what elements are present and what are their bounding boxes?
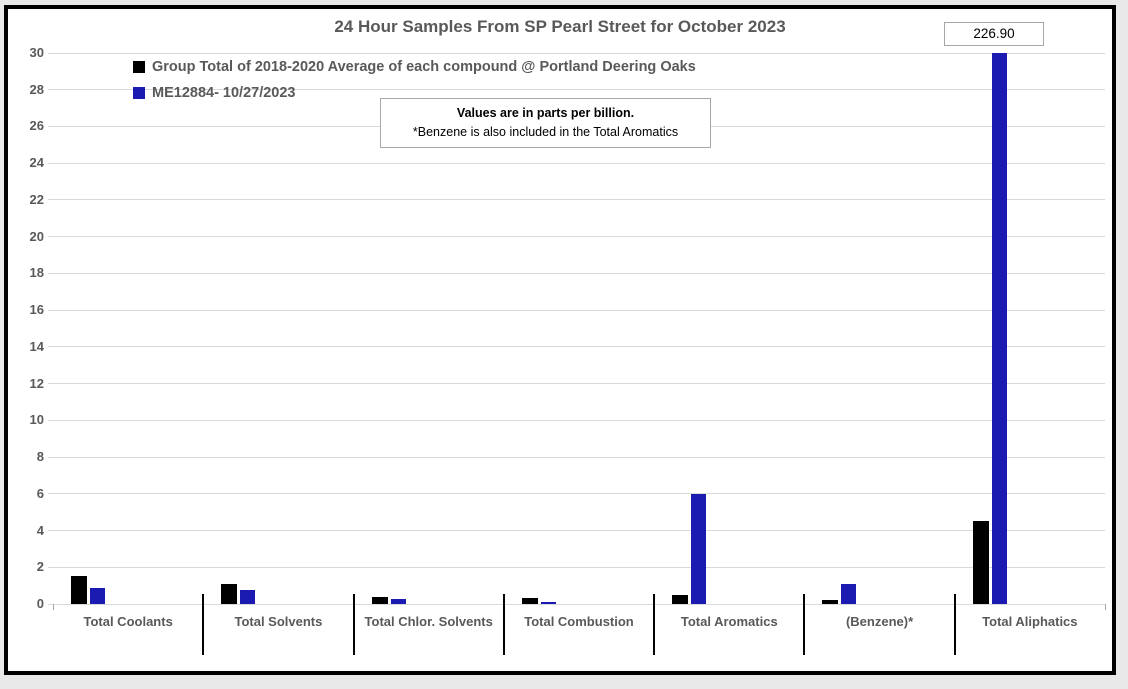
legend-swatch-blue bbox=[133, 87, 145, 99]
units-note-box: Values are in parts per billion. *Benzen… bbox=[380, 98, 711, 148]
gridline bbox=[48, 89, 1105, 91]
axis-end-tick bbox=[1105, 604, 1106, 610]
y-axis-tick-label: 6 bbox=[36, 485, 44, 501]
gridline bbox=[48, 419, 1105, 421]
bar-average-5 bbox=[822, 600, 839, 604]
units-note-line2: *Benzene is also included in the Total A… bbox=[412, 125, 679, 139]
x-axis-label: Total Aliphatics bbox=[982, 614, 1078, 629]
gridline bbox=[48, 52, 1105, 54]
legend: Group Total of 2018-2020 Average of each… bbox=[133, 59, 696, 111]
gridline bbox=[48, 199, 1105, 201]
bar-average-4 bbox=[672, 594, 689, 604]
y-axis-tick-label: 22 bbox=[29, 191, 44, 207]
bar-average-1 bbox=[221, 583, 238, 604]
y-axis-tick-label: 28 bbox=[29, 81, 44, 97]
category-separator bbox=[352, 594, 355, 655]
y-axis-tick-label: 0 bbox=[36, 596, 44, 611]
category-separator bbox=[953, 594, 956, 655]
bar-sample-4 bbox=[691, 493, 707, 604]
x-axis-label: Total Chlor. Solvents bbox=[364, 614, 493, 629]
legend-label-sample: ME12884- 10/27/2023 bbox=[152, 85, 296, 101]
y-axis-tick-label: 8 bbox=[36, 449, 44, 465]
gridline bbox=[48, 566, 1105, 568]
gridline bbox=[48, 236, 1105, 238]
bar-average-6 bbox=[972, 521, 989, 604]
gridline bbox=[48, 493, 1105, 495]
category-separator bbox=[502, 594, 505, 655]
y-axis-tick-label: 30 bbox=[29, 45, 44, 60]
y-axis-tick-label: 26 bbox=[29, 118, 44, 134]
gridline bbox=[48, 456, 1105, 458]
bar-average-0 bbox=[71, 576, 87, 604]
y-axis-tick-label: 2 bbox=[36, 559, 44, 575]
x-axis-label: Total Combustion bbox=[524, 614, 634, 629]
bar-sample-2 bbox=[390, 599, 406, 604]
chart-title: 24 Hour Samples From SP Pearl Street for… bbox=[334, 17, 786, 36]
y-axis-tick-label: 10 bbox=[29, 412, 44, 428]
clipped-value-callout: 226.90 bbox=[944, 22, 1044, 46]
category-separator bbox=[653, 594, 656, 655]
gridline bbox=[48, 162, 1105, 164]
bar-sample-0 bbox=[90, 588, 105, 604]
bar-sample-6 bbox=[991, 53, 1007, 604]
category-separator bbox=[202, 594, 205, 655]
x-axis-label: Total Aromatics bbox=[680, 614, 778, 629]
legend-item-sample: ME12884- 10/27/2023 bbox=[133, 85, 696, 105]
gridline bbox=[48, 383, 1105, 385]
y-axis-tick-label: 16 bbox=[29, 302, 44, 318]
y-axis-tick-label: 14 bbox=[29, 338, 44, 354]
y-axis-tick-label: 24 bbox=[29, 155, 44, 171]
gridline bbox=[48, 272, 1105, 274]
x-axis-label: Total Solvents bbox=[234, 614, 323, 629]
gridline bbox=[48, 309, 1105, 311]
axis-end-tick bbox=[53, 604, 54, 610]
y-axis-tick-label: 20 bbox=[29, 228, 44, 244]
y-axis-tick-label: 12 bbox=[29, 375, 44, 391]
bar-sample-1 bbox=[240, 590, 256, 604]
x-axis-label: Total Coolants bbox=[83, 614, 173, 629]
bar-average-2 bbox=[371, 596, 388, 604]
y-axis-tick-label: 4 bbox=[36, 522, 44, 538]
units-note-line1: Values are in parts per billion. bbox=[456, 106, 635, 121]
chart-area[interactable]: 24 Hour Samples From SP Pearl Street for… bbox=[4, 5, 1116, 675]
bar-sample-5 bbox=[841, 583, 857, 604]
gridline bbox=[48, 530, 1105, 532]
legend-label-average: Group Total of 2018-2020 Average of each… bbox=[152, 59, 696, 75]
x-axis-line bbox=[48, 603, 1105, 605]
x-axis-label: (Benzene)* bbox=[845, 614, 914, 629]
chart-inner: 24 Hour Samples From SP Pearl Street for… bbox=[8, 9, 1112, 671]
bar-sample-3 bbox=[540, 602, 556, 604]
legend-item-average: Group Total of 2018-2020 Average of each… bbox=[133, 59, 696, 79]
y-axis-tick-label: 18 bbox=[29, 265, 44, 281]
gridline bbox=[48, 346, 1105, 348]
legend-swatch-black bbox=[133, 61, 145, 73]
category-separator bbox=[803, 594, 806, 655]
plot-area: 0 2 4 6 8 10 12 14 16 18 20 22 24 26 28 30 Total Coolant… bbox=[8, 9, 1112, 671]
bar-average-3 bbox=[521, 598, 538, 604]
